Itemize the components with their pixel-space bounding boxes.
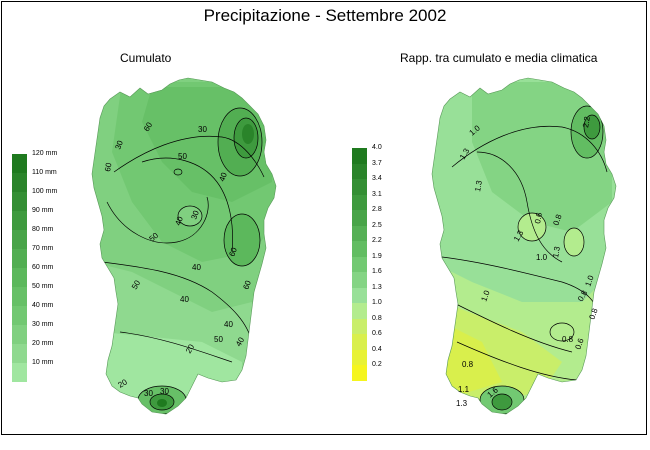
contour-label-ratio: 0.8 xyxy=(562,335,574,344)
contour-label-cumulato: 40 xyxy=(173,215,185,227)
legend-ratio-swatch xyxy=(352,303,367,319)
legend-ratio-swatch xyxy=(352,318,367,334)
contour-label-cumulato: 30 xyxy=(113,139,125,151)
legend-ratio-swatch xyxy=(352,225,367,241)
legend-cumulato-swatch xyxy=(12,268,27,287)
legend-cumulato-swatch xyxy=(12,154,27,173)
legend-ratio-swatch xyxy=(352,163,367,179)
contour-label-cumulato: 50 xyxy=(214,335,223,344)
legend-ratio-label: 0.6 xyxy=(372,330,382,337)
contour-label-cumulato: 40 xyxy=(217,171,229,183)
contour-label-ratio: 1.1 xyxy=(458,385,470,394)
legend-cumulato-label: 100 mm xyxy=(32,188,58,195)
map-ratio-subtitle: Rapp. tra cumulato e media climatica xyxy=(400,51,598,65)
legend-ratio-label: 1.3 xyxy=(372,283,382,291)
legend-ratio-swatch xyxy=(352,194,367,210)
figure-frame: Precipitazione - Settembre 2002 Cumulato… xyxy=(1,1,647,435)
legend-cumulato-label: 20 mm xyxy=(32,340,54,347)
contour-label-ratio: 1.0 xyxy=(479,289,491,303)
contour-label-cumulato: 60 xyxy=(241,279,253,291)
legend-ratio-label: 3.4 xyxy=(372,175,382,182)
contour-label-cumulato: 50 xyxy=(178,152,187,161)
legend-cumulato-label: 80 mm xyxy=(32,226,54,233)
legend-ratio-label: 1.9 xyxy=(372,252,382,260)
contour-label-ratio: 1.0 xyxy=(583,274,595,288)
legend-ratio-swatch xyxy=(352,287,367,303)
contour-label-ratio: 0.6 xyxy=(533,211,544,224)
legend-cumulato-swatch xyxy=(12,363,27,382)
legend-cumulato-label: 90 mm xyxy=(32,207,54,214)
legend-cumulato-label: 110 mm xyxy=(32,169,57,176)
legend-ratio-swatch xyxy=(352,334,367,350)
legend-ratio-swatch xyxy=(352,148,367,164)
legend-cumulato-swatch xyxy=(12,249,27,268)
legend-ratio-swatch xyxy=(352,210,367,226)
contour-label-ratio: 2.2 xyxy=(581,115,592,128)
contour-label-ratio: 0.6 xyxy=(573,337,585,351)
legend-ratio-label: 0.2 xyxy=(372,361,382,368)
legend-cumulato-swatch xyxy=(12,306,27,325)
legend-cumulato-label: 70 mm xyxy=(32,245,54,252)
legend-cumulato-swatch xyxy=(12,325,27,344)
legend-cumulato-swatch xyxy=(12,173,27,192)
map-cumulato-subtitle: Cumulato xyxy=(120,51,172,65)
contour-label-cumulato: 30 xyxy=(198,125,207,134)
legend-ratio-swatch xyxy=(352,241,367,257)
legend-cumulato-label: 120 mm xyxy=(32,150,58,157)
legend-ratio-label: 2.2 xyxy=(372,237,382,244)
legend-ratio-label: 2.8 xyxy=(372,206,382,213)
legend-cumulato-label: 60 mm xyxy=(32,264,54,271)
legend-cumulato-swatch xyxy=(12,344,27,363)
map-ratio: 1.31.01.30.6 0.82.21.01.30.81.31.00.80.60… xyxy=(431,77,617,415)
main-title: Precipitazione - Settembre 2002 xyxy=(203,6,447,25)
legend-cumulato-swatch xyxy=(12,230,27,249)
contour-label-ratio: 0.8 xyxy=(551,213,563,227)
contour-label-ratio: 0.8 xyxy=(587,307,599,321)
contour-label-ratio: 1.3 xyxy=(473,179,484,192)
legend-ratio-label: 1.0 xyxy=(372,299,382,306)
legend-ratio-label: 3.1 xyxy=(372,190,382,198)
legend-cumulato-label: 10 mm xyxy=(32,359,54,366)
legend-ratio-label: 0.8 xyxy=(372,314,382,322)
legend-ratio-swatch xyxy=(352,365,367,381)
contour-label-cumulato: 40 xyxy=(180,295,189,304)
contour-label-cumulato: 40 xyxy=(192,263,201,272)
contour-label-cumulato: 30 xyxy=(189,209,201,221)
contour-label-cumulato: 60 xyxy=(103,161,114,172)
contour-label-ratio: 0.8 xyxy=(462,360,474,369)
legend-ratio-swatch xyxy=(352,179,367,195)
contour-label-cumulato: 40 xyxy=(224,320,233,329)
legend-ratio-swatch xyxy=(352,349,367,365)
contour-label-cumulato: 30 xyxy=(160,387,169,396)
legend-cumulato-swatch xyxy=(12,211,27,230)
contour-label-ratio: 1.0 xyxy=(536,253,548,262)
contour-label-ratio: 1.3 xyxy=(551,245,562,258)
legend-cumulato-swatch xyxy=(12,287,27,306)
legend-ratio-label: 1.6 xyxy=(372,268,382,275)
contour-label-ratio: 1.3 xyxy=(456,399,468,408)
legend-ratio-swatch xyxy=(352,272,367,288)
legend-ratio-label: 4.0 xyxy=(372,144,382,151)
legend-ratio-label: 2.5 xyxy=(372,221,382,229)
legend-cumulato-label: 50 mm xyxy=(32,283,54,290)
legend-cumulato-label: 30 mm xyxy=(32,321,54,328)
legend-cumulato-swatch xyxy=(12,192,27,211)
legend-ratio-swatch xyxy=(352,256,367,272)
contour-label-cumulato: 30 xyxy=(144,389,153,398)
contour-label-cumulato: 60 xyxy=(227,246,239,258)
legend-cumulato-label: 40 mm xyxy=(32,302,54,309)
legend-ratio-label: 3.7 xyxy=(372,159,382,167)
legend-ratio-label: 0.4 xyxy=(372,345,382,353)
